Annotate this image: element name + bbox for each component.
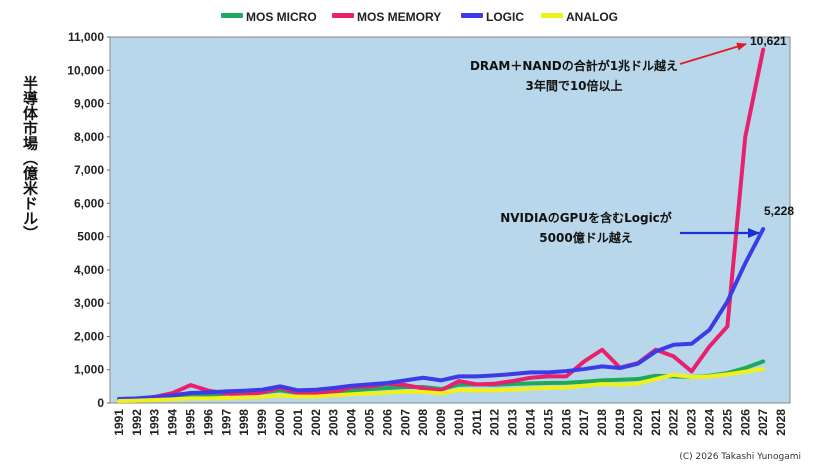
x-tick-label: 2017 bbox=[577, 409, 591, 436]
x-tick-label: 1996 bbox=[201, 409, 215, 436]
x-tick-label: 2011 bbox=[470, 409, 484, 435]
series-line-analog bbox=[116, 367, 766, 403]
legend-label-mos-memory: MOS MEMORY bbox=[357, 10, 441, 24]
y-tick-label: 8,000 bbox=[74, 130, 104, 144]
x-tick-label: 1992 bbox=[130, 409, 144, 436]
y-axis-label-text: 半導体市場（億米ドル） bbox=[21, 75, 39, 241]
y-tick-label: 6,000 bbox=[74, 196, 104, 210]
x-tick-label: 1997 bbox=[219, 409, 233, 436]
x-tick-label: 2003 bbox=[327, 409, 341, 436]
legend-item-mos-memory: MOS MEMORY bbox=[332, 10, 441, 24]
end-label-logic: 5,228 bbox=[764, 204, 794, 218]
x-tick-label: 1991 bbox=[112, 409, 126, 436]
x-tick-label: 2002 bbox=[309, 409, 323, 436]
annotation-memory: DRAM＋NANDの合計が1兆ドル越え 3年間で10倍以上 bbox=[470, 42, 747, 93]
plot-area bbox=[109, 36, 791, 404]
x-tick-label: 2005 bbox=[362, 409, 376, 436]
legend-label-logic: LOGIC bbox=[486, 10, 524, 24]
series-line-logic bbox=[116, 227, 766, 402]
x-tick-label: 1999 bbox=[255, 409, 269, 436]
legend-item-logic: LOGIC bbox=[461, 10, 524, 24]
axes: 0 1,000 2,000 3,000 4,000 5000 6,000 7,000 8,000… bbox=[67, 30, 788, 436]
y-axis-label: 半導体市場（億米ドル） bbox=[21, 75, 39, 241]
x-tick-label: 2018 bbox=[595, 409, 609, 436]
legend-swatch-logic bbox=[461, 13, 483, 18]
x-tick-label: 2012 bbox=[488, 409, 502, 436]
y-tick-label: 0 bbox=[97, 396, 104, 410]
x-tick-label: 2008 bbox=[416, 409, 430, 436]
annotation-logic-line2: 5000億ドル越え bbox=[539, 230, 632, 245]
x-tick-label: 2022 bbox=[667, 409, 681, 436]
x-tick-label: 2014 bbox=[524, 409, 538, 436]
annotation-memory-line2: 3年間で10倍以上 bbox=[525, 78, 622, 93]
legend-swatch-mos-memory bbox=[332, 13, 354, 18]
y-tick-label: 10,000 bbox=[67, 63, 104, 77]
copyright-text: (C) 2026 Takashi Yunogami bbox=[679, 452, 801, 462]
y-tick-label: 7,000 bbox=[74, 163, 104, 177]
series-lines bbox=[116, 47, 766, 403]
x-tick-label: 1995 bbox=[184, 409, 198, 436]
x-tick-label: 2020 bbox=[631, 409, 645, 436]
x-tick-label: 2010 bbox=[452, 409, 466, 436]
legend-swatch-analog bbox=[541, 13, 563, 18]
x-tick-label: 2028 bbox=[774, 409, 788, 436]
legend-label-analog: ANALOG bbox=[566, 10, 618, 24]
x-tick-label: 2026 bbox=[738, 409, 752, 436]
end-label-memory: 10,621 bbox=[750, 34, 787, 48]
x-tick-label: 1998 bbox=[237, 409, 251, 436]
x-tick-label: 2016 bbox=[559, 409, 573, 436]
legend-item-analog: ANALOG bbox=[541, 10, 618, 24]
x-tick-label: 2027 bbox=[756, 409, 770, 436]
x-tick-label: 2025 bbox=[720, 409, 734, 436]
annotation-memory-arrow bbox=[679, 42, 747, 65]
y-tick-label: 5000 bbox=[77, 230, 104, 244]
x-tick-label: 2001 bbox=[291, 409, 305, 436]
x-tick-label: 2009 bbox=[434, 409, 448, 436]
x-tick-label: 2004 bbox=[345, 409, 359, 436]
x-tick-label: 2019 bbox=[613, 409, 627, 436]
x-tick-label: 1994 bbox=[166, 409, 180, 436]
x-tick-label: 2015 bbox=[541, 409, 555, 436]
x-tick-label: 1993 bbox=[148, 409, 162, 436]
annotation-memory-line1: DRAM＋NANDの合計が1兆ドル越え bbox=[470, 58, 678, 73]
x-tick-label: 2023 bbox=[685, 409, 699, 436]
y-tick-label: 4,000 bbox=[74, 263, 104, 277]
annotation-logic-line1: NVIDIAのGPUを含むLogicが bbox=[500, 210, 672, 225]
legend-swatch-mos-micro bbox=[221, 13, 243, 18]
legend-item-mos-micro: MOS MICRO bbox=[221, 10, 317, 24]
y-tick-label: 3,000 bbox=[74, 296, 104, 310]
y-tick-label: 1,000 bbox=[74, 363, 104, 377]
x-tick-label: 2000 bbox=[273, 409, 287, 436]
y-tick-label: 11,000 bbox=[68, 30, 104, 44]
y-tick-label: 9,000 bbox=[74, 97, 104, 111]
legend-label-mos-micro: MOS MICRO bbox=[246, 10, 317, 24]
x-tick-label: 2006 bbox=[380, 409, 394, 436]
y-tick-label: 2,000 bbox=[74, 329, 104, 343]
x-tick-label: 2024 bbox=[702, 409, 716, 436]
x-tick-label: 2021 bbox=[649, 409, 663, 436]
x-tick-label: 2007 bbox=[398, 409, 412, 436]
x-tick-label: 2013 bbox=[506, 409, 520, 436]
legend: MOS MICRO MOS MEMORY LOGIC ANALOG bbox=[221, 10, 618, 24]
annotation-logic: NVIDIAのGPUを含むLogicが 5000億ドル越え bbox=[500, 210, 760, 245]
